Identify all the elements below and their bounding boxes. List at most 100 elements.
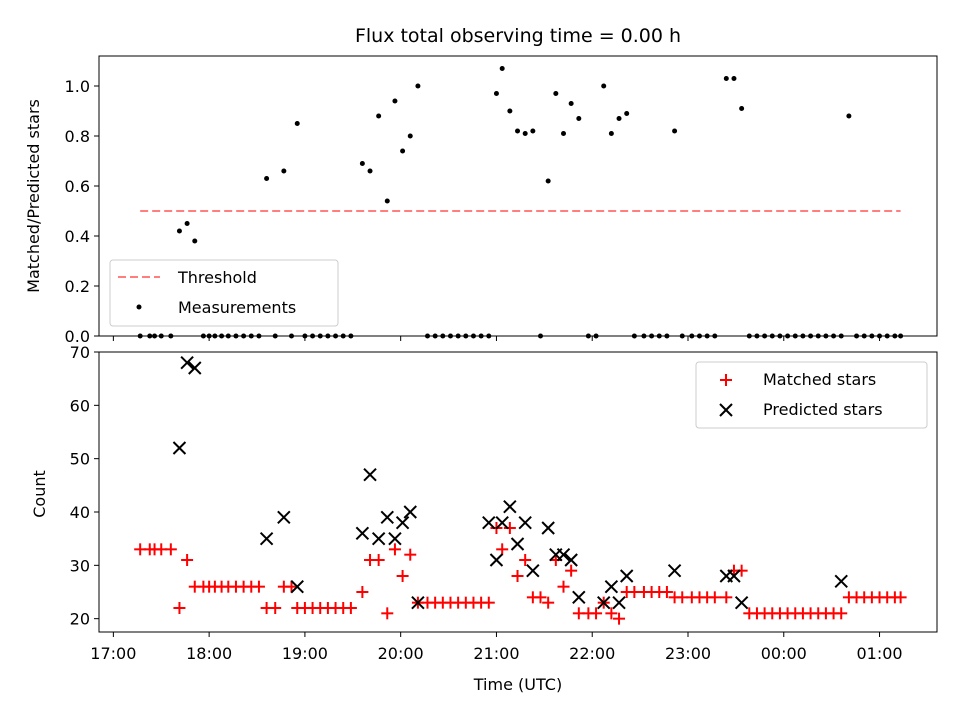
- predicted-star-point: [597, 595, 611, 610]
- measurements-legend-label: Measurements: [178, 298, 296, 317]
- predicted-star-point: [355, 526, 370, 541]
- matched-star-point: [356, 586, 369, 598]
- measurement-point: [415, 83, 421, 89]
- predicted-star-point: [834, 574, 848, 589]
- predicted-star-point: [526, 563, 540, 578]
- measurement-point: [672, 128, 678, 134]
- predicted-star-point: [604, 579, 619, 594]
- top-x-ticks: [112, 336, 881, 341]
- predicted-star-point: [395, 515, 410, 530]
- measurement-point: [553, 91, 559, 96]
- measurement-point: [560, 131, 566, 136]
- measurement-point: [576, 116, 582, 121]
- predicted-star-point: [541, 521, 555, 535]
- matched-star-point: [173, 602, 186, 614]
- predicted-star-point: [667, 563, 682, 578]
- matched-legend-swatch: [720, 374, 732, 386]
- matched-star-point: [496, 543, 509, 556]
- measurement-point: [545, 178, 551, 184]
- bottom-legend: Matched stars Predicted stars: [695, 361, 928, 429]
- top-y-axis: 0.0 0.2 0.4 0.6 0.8 1.0: [65, 77, 99, 346]
- matched-stars-layer: [134, 522, 907, 625]
- x-axis-label: Time (UTC): [473, 675, 562, 694]
- bottom-y-tick-label: 40: [70, 503, 90, 522]
- matched-star-point: [285, 580, 298, 593]
- bottom-x-axis: 17:00 18:00 19:00 20:00 21:00 22:00 23:00 00:00…: [90, 632, 903, 663]
- measurement-point: [392, 98, 398, 104]
- matched-star-point: [660, 586, 673, 598]
- predicted-star-point: [380, 510, 394, 525]
- matched-star-point: [381, 607, 394, 620]
- bottom-y-tick-label: 70: [70, 343, 90, 362]
- measurement-point: [264, 176, 270, 181]
- predicted-legend-swatch: [719, 403, 733, 417]
- matched-star-point: [894, 591, 907, 604]
- matched-star-point: [372, 554, 385, 566]
- predicted-star-point: [495, 515, 509, 530]
- bottom-y-axis-label: Count: [30, 470, 49, 518]
- predicted-star-point: [411, 595, 425, 610]
- matched-star-point: [503, 522, 516, 534]
- predicted-star-point: [388, 531, 402, 546]
- predicted-star-point: [556, 547, 571, 562]
- matched-star-point: [835, 607, 848, 620]
- bottom-y-tick-label: 60: [70, 396, 90, 415]
- matched-star-point: [613, 612, 626, 625]
- matched-star-point: [557, 580, 570, 593]
- measurement-point: [522, 131, 528, 136]
- bottom-x-tick-label: 22:00: [569, 644, 615, 663]
- predicted-stars-layer: [172, 355, 848, 610]
- predicted-star-point: [734, 595, 749, 610]
- predicted-star-point: [727, 569, 741, 583]
- predicted-star-point: [180, 355, 194, 370]
- matched-star-point: [708, 591, 721, 604]
- predicted-star-point: [510, 537, 525, 551]
- predicted-star-point: [564, 553, 578, 567]
- measurement-point: [407, 133, 413, 139]
- measurement-point: [624, 111, 630, 116]
- bottom-y-tick-label: 20: [70, 610, 90, 629]
- predicted-star-point: [572, 590, 586, 605]
- count-panel: 20 30 40 50 60 70 17:00 18:00 19:00 20:00 21:00 22…: [30, 343, 938, 694]
- measurement-point: [376, 113, 382, 119]
- bottom-x-tick-label: 23:00: [665, 644, 711, 663]
- predicted-star-point: [518, 515, 532, 530]
- measurement-point: [616, 116, 622, 121]
- matched-star-point: [396, 570, 409, 582]
- top-legend: Threshold Measurements: [109, 259, 339, 327]
- measurement-point: [608, 131, 614, 136]
- matched-star-point: [482, 596, 495, 609]
- predicted-star-point: [619, 569, 634, 583]
- bottom-x-tick-label: 18:00: [186, 644, 232, 663]
- measurement-point: [739, 106, 745, 111]
- measurement-point: [601, 83, 607, 89]
- predicted-star-point: [612, 595, 626, 610]
- predicted-star-point: [482, 515, 496, 530]
- measurement-point: [281, 168, 287, 174]
- matched-star-point: [605, 607, 618, 620]
- matched-star-point: [565, 564, 578, 577]
- bottom-legend-box: [695, 361, 928, 429]
- measurement-point: [731, 76, 737, 81]
- top-plot-frame: [98, 55, 938, 337]
- matched-star-point: [519, 554, 532, 566]
- chart-title: Flux total observing time = 0.00 h: [355, 25, 681, 47]
- bottom-y-tick-label: 30: [70, 556, 90, 575]
- matched-star-point: [735, 564, 748, 577]
- matched-star-point: [164, 543, 177, 556]
- threshold-legend-label: Threshold: [177, 268, 257, 287]
- matched-star-point: [344, 602, 357, 614]
- predicted-star-point: [277, 510, 291, 525]
- matched-star-point: [404, 548, 417, 561]
- measurement-point: [846, 113, 852, 119]
- measurement-point: [384, 198, 390, 204]
- predicted-star-point: [371, 531, 386, 546]
- measurement-point: [723, 76, 729, 81]
- predicted-star-point: [403, 505, 417, 519]
- top-y-tick-label: 0.8: [65, 127, 90, 146]
- matched-star-point: [388, 543, 401, 556]
- predicted-star-point: [489, 553, 504, 567]
- top-legend-box: [109, 259, 339, 327]
